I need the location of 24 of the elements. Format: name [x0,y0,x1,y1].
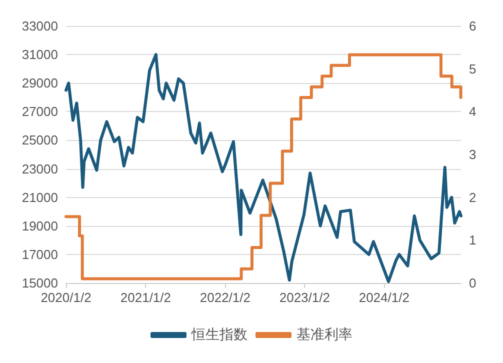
y2-tick-label: 0 [469,276,476,290]
y2-tick-label: 6 [469,18,476,34]
y2-tick-label: 1 [469,232,476,248]
legend-label: 基准利率 [296,327,352,343]
y-tick-label: 19000 [22,218,58,234]
legend-label: 恒生指数 [190,327,248,343]
y2-tick-label: 5 [469,61,476,76]
y-tick-label: 29000 [22,76,58,91]
x-tick-label: 2020/1/2 [40,290,92,305]
y-tick-label: 31000 [22,47,58,62]
y-tick-label: 15000 [22,276,58,290]
x-tick-label: 2021/1/2 [120,290,171,305]
x-tick-label: 2022/1/2 [200,290,250,305]
y-tick-label: 21000 [22,190,58,205]
y-tick-label: 17000 [22,246,58,262]
y2-tick-label: 4 [469,104,476,120]
y2-tick-label: 3 [469,147,476,162]
x-tick-label: 2024/1/2 [358,290,410,305]
x-tick-label: 2023/1/2 [279,290,330,305]
y-tick-label: 25000 [22,132,58,148]
y-tick-label: 27000 [22,104,58,120]
y2-tick-label: 2 [469,190,476,205]
y-tick-label: 23000 [22,161,58,176]
y-tick-label: 33000 [22,18,58,34]
